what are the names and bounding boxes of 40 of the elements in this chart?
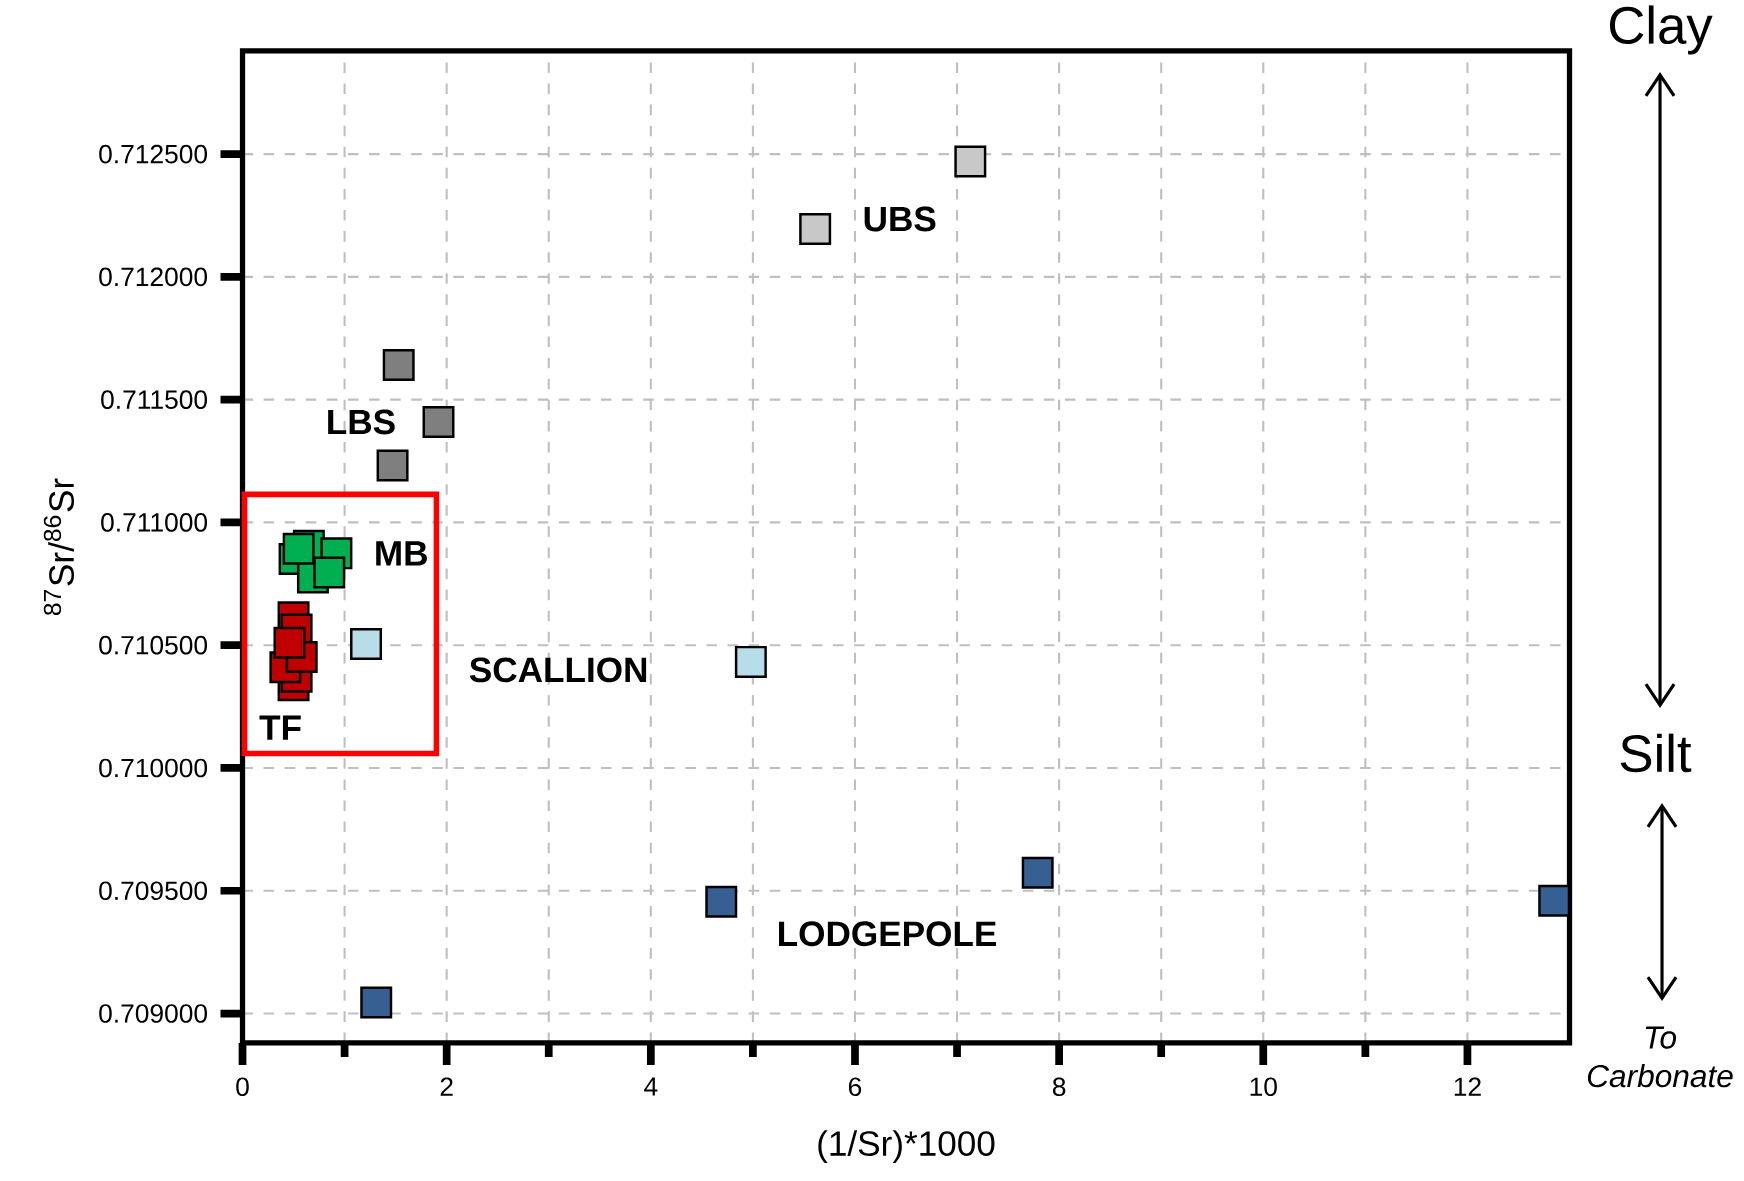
point xyxy=(282,532,315,565)
text: Clay xyxy=(1609,5,1713,55)
series-label: LBS xyxy=(328,409,395,435)
x-axis-title: (1/Sr)*1000 xyxy=(818,1130,995,1163)
series-label: UBS xyxy=(864,206,936,232)
y-tick-label: 0.712500 xyxy=(99,144,208,164)
y-tick-label: 0.711000 xyxy=(101,513,208,532)
point xyxy=(954,145,987,178)
point xyxy=(1021,856,1054,889)
point xyxy=(382,349,415,382)
text: Silt xyxy=(1620,733,1692,773)
y-tick-label: 0.709000 xyxy=(99,1004,208,1023)
y-axis-title: $^{87}$Sr/$^{86}$Sr xyxy=(43,478,75,616)
y-tick-label: 0.711500 xyxy=(101,390,208,409)
text: SCALLION xyxy=(469,657,647,683)
x-tick-label: 8 xyxy=(1052,1077,1066,1097)
y-tick-label: 0.710000 xyxy=(99,758,208,778)
series-label: MB xyxy=(376,541,427,566)
point xyxy=(705,885,738,918)
x-tick-label: 10 xyxy=(1250,1077,1277,1097)
point xyxy=(350,627,383,660)
point xyxy=(360,986,393,1019)
point xyxy=(422,406,455,438)
series-label: LODGEPOLE xyxy=(779,921,997,947)
point xyxy=(273,626,306,659)
x-tick-label: 6 xyxy=(848,1077,862,1097)
series-label: TF xyxy=(259,715,301,740)
text: To Carbonate xyxy=(1587,1026,1733,1088)
y-tick-label: 0.709500 xyxy=(99,881,208,901)
y-tick-label: 0.710500 xyxy=(99,635,208,655)
point xyxy=(734,645,767,678)
x-tick-label: 0 xyxy=(236,1077,249,1097)
point xyxy=(313,556,346,589)
y-tick-label: 0.712000 xyxy=(99,267,208,287)
point xyxy=(799,213,832,245)
x-tick-label: 12 xyxy=(1454,1077,1481,1096)
x-tick-label: 2 xyxy=(440,1077,453,1096)
x-tick-label: 4 xyxy=(644,1077,658,1096)
point xyxy=(376,449,409,482)
point xyxy=(1538,884,1571,917)
